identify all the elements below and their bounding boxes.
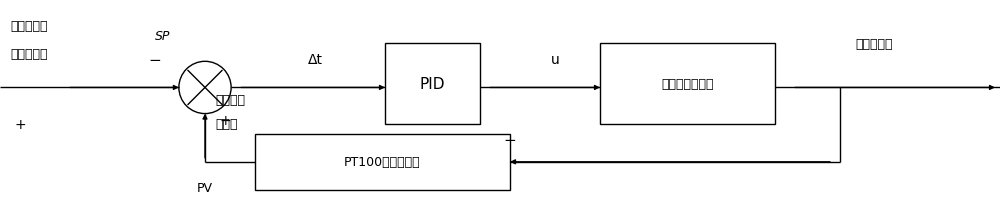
Text: +: + [219, 113, 231, 127]
Text: −: − [149, 53, 161, 67]
Text: 水温度: 水温度 [215, 118, 238, 130]
Text: SP: SP [155, 30, 170, 42]
Text: −: − [504, 133, 516, 147]
Text: 定子冷却: 定子冷却 [215, 94, 245, 106]
Text: u: u [551, 53, 559, 67]
Text: PV: PV [197, 181, 213, 194]
FancyBboxPatch shape [255, 134, 510, 190]
FancyBboxPatch shape [600, 44, 775, 124]
Text: 定子冷却水调阀: 定子冷却水调阀 [661, 78, 714, 90]
Text: 定子冷却水: 定子冷却水 [855, 38, 893, 50]
Text: Δt: Δt [308, 53, 322, 67]
Text: +: + [14, 117, 26, 131]
FancyBboxPatch shape [385, 44, 480, 124]
Text: PID: PID [420, 77, 445, 91]
Text: PT100温度变送器: PT100温度变送器 [344, 156, 421, 168]
Text: 温度给定値: 温度给定値 [10, 48, 48, 60]
Text: 定子冷却水: 定子冷却水 [10, 20, 48, 32]
